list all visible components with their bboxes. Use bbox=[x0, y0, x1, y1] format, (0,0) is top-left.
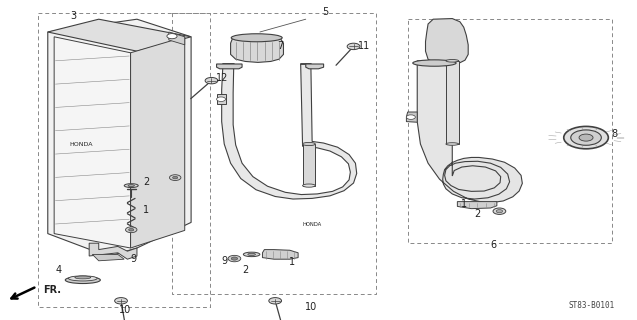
Text: HONDA: HONDA bbox=[70, 141, 93, 147]
Text: 2: 2 bbox=[242, 265, 248, 276]
Polygon shape bbox=[406, 112, 417, 122]
Ellipse shape bbox=[564, 126, 608, 149]
Circle shape bbox=[269, 298, 282, 304]
Ellipse shape bbox=[75, 276, 91, 279]
Circle shape bbox=[496, 210, 503, 213]
Circle shape bbox=[115, 298, 127, 304]
Circle shape bbox=[205, 77, 218, 84]
Polygon shape bbox=[54, 37, 131, 248]
Ellipse shape bbox=[66, 276, 101, 284]
Circle shape bbox=[169, 175, 181, 180]
Ellipse shape bbox=[571, 130, 601, 145]
Text: 6: 6 bbox=[490, 240, 497, 250]
Circle shape bbox=[228, 255, 241, 262]
Polygon shape bbox=[217, 94, 226, 104]
Text: ST83-B0101: ST83-B0101 bbox=[568, 301, 615, 310]
Ellipse shape bbox=[124, 184, 138, 188]
Polygon shape bbox=[89, 243, 137, 259]
Circle shape bbox=[231, 257, 238, 260]
Text: 4: 4 bbox=[55, 265, 62, 276]
Text: HONDA: HONDA bbox=[303, 221, 322, 227]
Ellipse shape bbox=[303, 184, 315, 187]
Text: FR.: FR. bbox=[43, 284, 61, 295]
Text: 2: 2 bbox=[143, 177, 150, 188]
Circle shape bbox=[217, 97, 225, 101]
Polygon shape bbox=[446, 61, 459, 144]
Polygon shape bbox=[92, 254, 124, 261]
Ellipse shape bbox=[128, 185, 134, 187]
Text: 1: 1 bbox=[289, 257, 295, 267]
Text: 5: 5 bbox=[322, 7, 328, 17]
Ellipse shape bbox=[231, 34, 282, 42]
Polygon shape bbox=[222, 64, 357, 199]
Ellipse shape bbox=[446, 143, 459, 145]
Polygon shape bbox=[217, 64, 242, 69]
Text: 10: 10 bbox=[304, 301, 317, 312]
Text: 3: 3 bbox=[70, 11, 76, 21]
Polygon shape bbox=[48, 19, 191, 51]
Circle shape bbox=[347, 43, 360, 50]
Text: 2: 2 bbox=[475, 209, 481, 220]
Polygon shape bbox=[457, 202, 497, 209]
Polygon shape bbox=[131, 37, 185, 248]
Text: 9: 9 bbox=[131, 253, 137, 264]
Ellipse shape bbox=[243, 252, 260, 257]
Ellipse shape bbox=[446, 60, 459, 62]
Circle shape bbox=[129, 228, 134, 231]
Polygon shape bbox=[169, 32, 185, 45]
Circle shape bbox=[173, 176, 178, 179]
Ellipse shape bbox=[248, 253, 255, 255]
Text: 1: 1 bbox=[461, 199, 467, 209]
Circle shape bbox=[125, 227, 137, 233]
Polygon shape bbox=[231, 38, 283, 62]
Text: 9: 9 bbox=[221, 256, 227, 266]
Polygon shape bbox=[306, 64, 324, 69]
Ellipse shape bbox=[69, 276, 97, 281]
Text: 10: 10 bbox=[119, 305, 132, 316]
Text: 12: 12 bbox=[215, 73, 228, 84]
Polygon shape bbox=[426, 19, 468, 66]
Ellipse shape bbox=[579, 134, 593, 141]
Polygon shape bbox=[48, 19, 191, 259]
Polygon shape bbox=[303, 144, 315, 186]
Ellipse shape bbox=[303, 142, 315, 146]
Circle shape bbox=[493, 208, 506, 214]
Circle shape bbox=[406, 115, 415, 119]
Text: 7: 7 bbox=[277, 41, 283, 52]
Text: 1: 1 bbox=[143, 204, 150, 215]
Polygon shape bbox=[262, 250, 298, 259]
Text: 8: 8 bbox=[611, 129, 617, 139]
Text: 11: 11 bbox=[358, 41, 371, 51]
Ellipse shape bbox=[413, 60, 456, 66]
Circle shape bbox=[167, 34, 177, 39]
Polygon shape bbox=[417, 61, 522, 203]
